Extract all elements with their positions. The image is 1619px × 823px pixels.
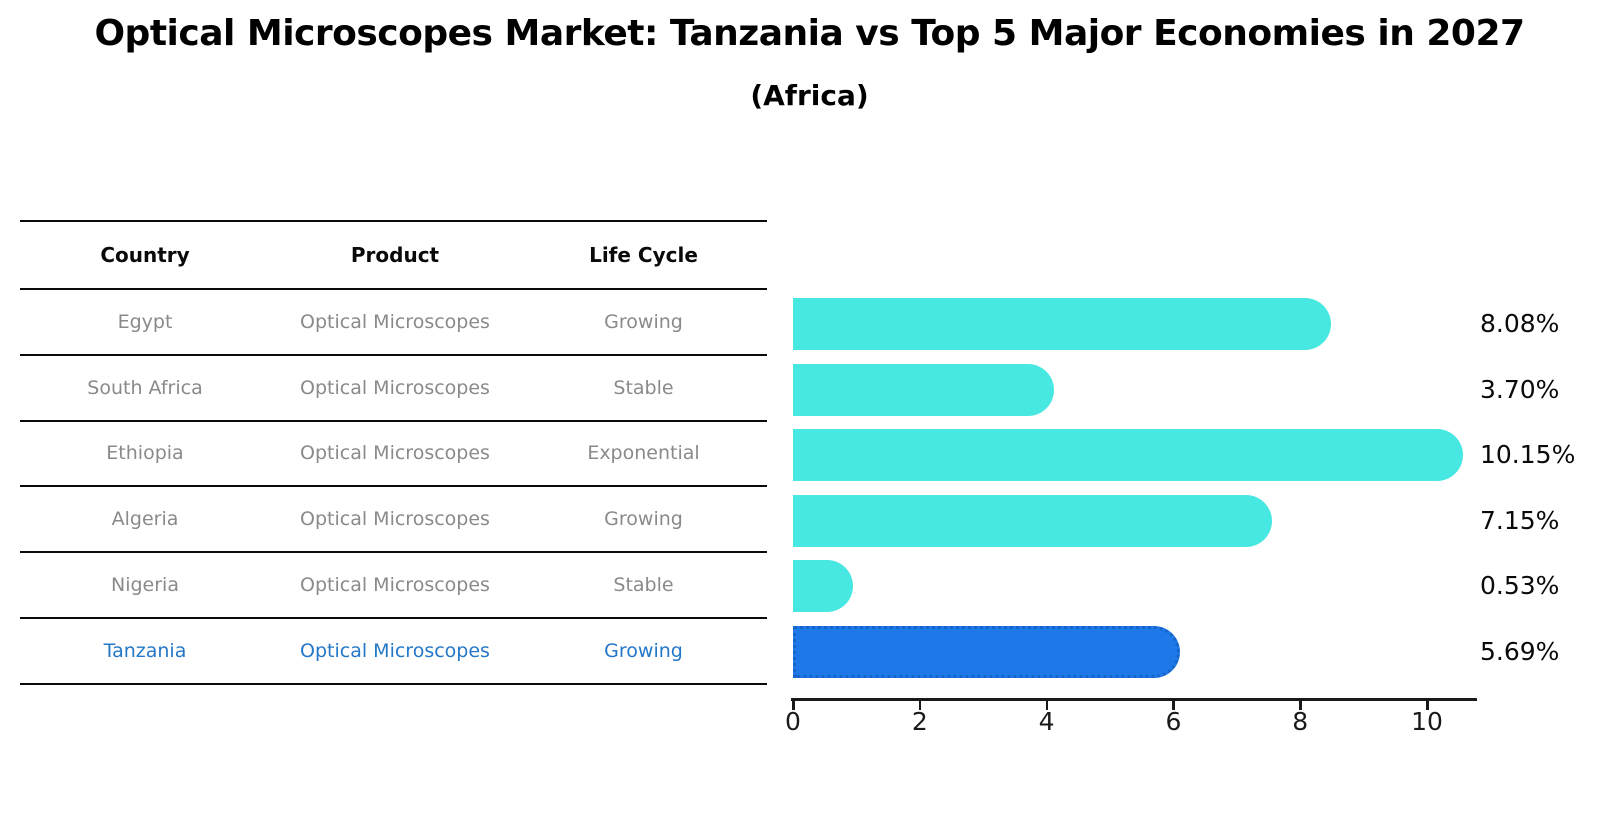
value-label-south-africa: 3.70% (1480, 374, 1560, 404)
cell-life-cycle: Growing (604, 310, 683, 333)
bar-tanzania (793, 625, 1180, 678)
cell-product: Optical Microscopes (300, 639, 490, 662)
table-row-egypt: Egypt Optical Microscopes Growing (20, 290, 767, 356)
table-row-nigeria: Nigeria Optical Microscopes Stable (20, 553, 767, 619)
table-body: Egypt Optical Microscopes Growing South Afr… (20, 290, 767, 685)
x-axis-tick-6 (1172, 701, 1175, 710)
x-axis-tick-label-8: 8 (1292, 707, 1309, 736)
cell-country: Algeria (111, 508, 179, 531)
bar-ethiopia (793, 429, 1463, 481)
value-label-algeria: 7.15% (1480, 505, 1560, 535)
cell-product: Optical Microscopes (300, 442, 490, 465)
value-label-egypt: 8.08% (1480, 309, 1560, 338)
table-row-south-africa: South Africa Optical Microscopes Stable (20, 356, 767, 422)
chart-subtitle: (Africa) (750, 79, 869, 112)
table-header-life-cycle: Life Cycle (589, 243, 698, 267)
x-axis-line (791, 698, 1477, 701)
value-label-ethiopia: 10.15% (1480, 440, 1576, 469)
value-label-tanzania: 5.69% (1480, 636, 1560, 666)
x-axis-tick-4 (1045, 701, 1049, 710)
cell-country: Ethiopia (106, 442, 184, 465)
x-axis-tick-label-4: 4 (1038, 707, 1055, 736)
x-axis-tick-0 (792, 701, 795, 710)
cell-life-cycle: Stable (613, 574, 674, 597)
table-row-tanzania: Tanzania Optical Microscopes Growing (20, 619, 767, 685)
table-header-row: Country Product Life Cycle (20, 220, 767, 290)
cell-country: South Africa (87, 376, 203, 399)
x-axis-tick-2 (918, 701, 922, 710)
table-row-algeria: Algeria Optical Microscopes Growing (20, 487, 767, 554)
cell-life-cycle: Stable (613, 376, 674, 399)
x-axis-tick-label-2: 2 (911, 707, 928, 736)
bar-south-africa (793, 363, 1054, 416)
cell-country: Nigeria (111, 574, 179, 597)
x-axis-tick-8 (1299, 701, 1302, 710)
x-axis-tick-label-10: 10 (1411, 707, 1443, 736)
cell-product: Optical Microscopes (300, 508, 490, 531)
country-table: Country Product Life Cycle Egypt Optical … (20, 220, 767, 685)
cell-country: Tanzania (103, 639, 187, 662)
x-axis-tick-label-0: 0 (785, 707, 801, 736)
table-row-ethiopia: Ethiopia Optical Microscopes Exponential (20, 422, 767, 488)
cell-country: Egypt (117, 310, 173, 333)
chart-title: Optical Microscopes Market: Tanzania vs … (94, 13, 1525, 54)
table-header-product: Product (350, 243, 440, 267)
cell-life-cycle: Growing (604, 639, 683, 662)
cell-life-cycle: Growing (604, 508, 683, 531)
cell-product: Optical Microscopes (300, 310, 490, 333)
x-axis-tick-label-6: 6 (1165, 707, 1182, 736)
bar-egypt (793, 298, 1332, 350)
bar-nigeria (793, 560, 853, 612)
cell-product: Optical Microscopes (300, 376, 490, 399)
cell-product: Optical Microscopes (300, 574, 490, 597)
cell-life-cycle: Exponential (587, 442, 700, 465)
value-label-nigeria: 0.53% (1480, 571, 1560, 600)
table-header-country: Country (100, 243, 190, 267)
bar-algeria (793, 494, 1273, 547)
x-axis-tick-10 (1426, 701, 1429, 710)
